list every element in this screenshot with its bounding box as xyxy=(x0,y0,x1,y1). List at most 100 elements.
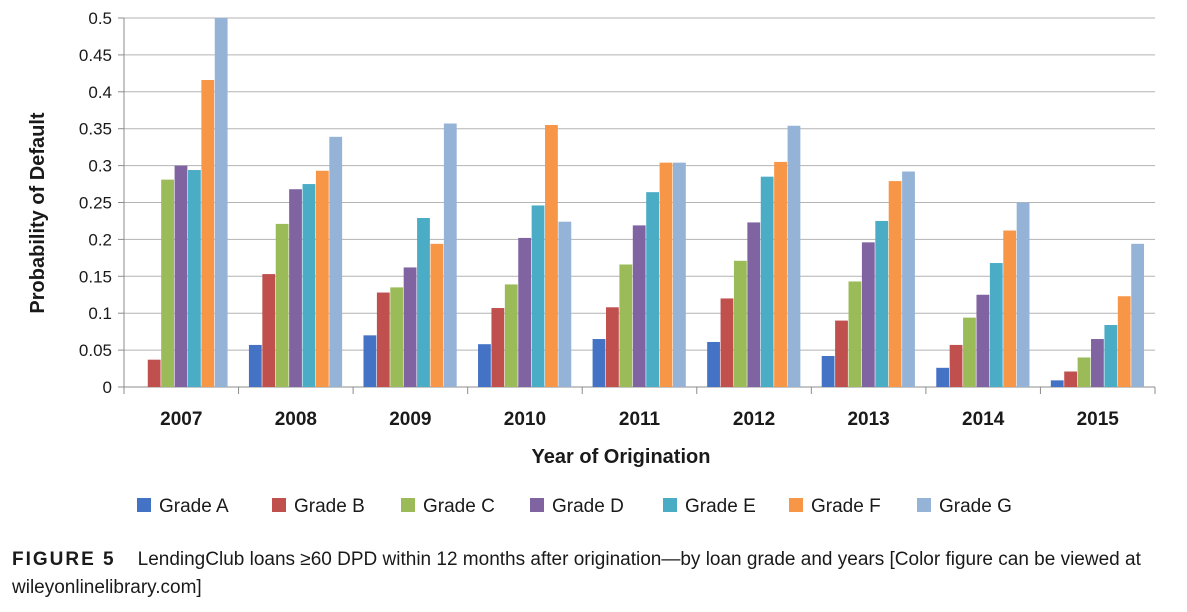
bar-grade-e-2015 xyxy=(1104,325,1118,387)
bar-grade-c-2015 xyxy=(1077,357,1091,387)
figure-caption: FIGURE 5 LendingClub loans ≥60 DPD within… xyxy=(12,546,1177,602)
y-tick-label: 0.25 xyxy=(79,194,112,213)
bar-grade-c-2009 xyxy=(390,287,404,387)
bar-grade-g-2007 xyxy=(214,18,228,387)
x-tick-label: 2013 xyxy=(847,409,889,430)
bar-grade-c-2012 xyxy=(733,260,747,387)
bar-grade-b-2012 xyxy=(720,298,734,387)
bar-grade-b-2009 xyxy=(376,292,390,387)
bar-grade-d-2014 xyxy=(976,294,990,387)
y-tick-label: 0.2 xyxy=(88,230,112,249)
bar-grade-f-2013 xyxy=(888,181,902,387)
x-axis-title: Year of Origination xyxy=(532,446,711,468)
bar-grade-c-2007 xyxy=(161,179,174,387)
bar-grade-a-2008 xyxy=(248,344,262,387)
y-tick-label: 0.1 xyxy=(88,304,112,323)
bar-grade-c-2008 xyxy=(275,223,289,387)
bar-grade-a-2010 xyxy=(478,344,491,387)
bar-grade-g-2015 xyxy=(1131,243,1145,387)
bar-grade-g-2013 xyxy=(902,171,915,387)
y-tick-label: 0.3 xyxy=(88,157,112,176)
bar-grade-b-2015 xyxy=(1064,371,1078,387)
x-tick-label: 2009 xyxy=(389,409,431,430)
bar-grade-d-2007 xyxy=(174,165,188,387)
bars xyxy=(147,18,1145,388)
bar-grade-b-2014 xyxy=(949,344,963,387)
bar-grade-g-2011 xyxy=(673,162,686,387)
bar-grade-d-2015 xyxy=(1091,339,1104,387)
bar-grade-b-2010 xyxy=(491,308,505,387)
bar-grade-c-2013 xyxy=(848,281,862,387)
legend-label: Grade F xyxy=(811,496,881,517)
figure-label: FIGURE 5 xyxy=(12,549,116,570)
x-tick-label: 2010 xyxy=(504,409,546,430)
bar-grade-g-2009 xyxy=(443,123,457,387)
bar-grade-g-2010 xyxy=(558,221,572,387)
bar-grade-b-2013 xyxy=(835,320,848,387)
legend-item-grade-c: Grade C xyxy=(401,496,495,517)
legend-label: Grade G xyxy=(939,496,1012,517)
bar-grade-f-2012 xyxy=(774,161,787,387)
bar-grade-g-2008 xyxy=(329,136,343,387)
bar-grade-d-2009 xyxy=(403,267,417,387)
caption-text: LendingClub loans ≥60 DPD within 12 mont… xyxy=(12,549,1141,598)
bar-grade-e-2011 xyxy=(646,192,659,387)
legend-item-grade-a: Grade A xyxy=(137,496,229,517)
y-tick-label: 0.4 xyxy=(88,83,112,102)
legend-swatch xyxy=(272,498,286,512)
bar-grade-f-2015 xyxy=(1117,296,1131,387)
x-tick-label: 2011 xyxy=(619,409,661,430)
y-tick-label: 0.05 xyxy=(79,341,112,360)
legend-swatch xyxy=(663,498,677,512)
bar-grade-e-2013 xyxy=(875,220,889,387)
bar-grade-d-2012 xyxy=(747,222,761,387)
legend-item-grade-g: Grade G xyxy=(917,496,1012,517)
legend-swatch xyxy=(401,498,415,512)
x-tick-label: 2014 xyxy=(962,409,1005,430)
bar-grade-f-2010 xyxy=(545,125,558,387)
legend-item-grade-f: Grade F xyxy=(789,496,881,517)
bar-grade-a-2013 xyxy=(821,356,835,387)
bar-grade-b-2007 xyxy=(147,359,161,387)
bar-grade-d-2008 xyxy=(289,189,302,387)
x-axis: 2007 2008 2009 2010 2011 2012 2013 2014 2015 xyxy=(123,387,1156,430)
y-tick-label: 0.35 xyxy=(79,120,112,139)
bar-chart: 0 0.05 0.1 0.15 0.2 0.25 0.3 0.35 0.4 0.45 0.5 200… xyxy=(27,9,1156,517)
bar-grade-e-2009 xyxy=(417,218,430,387)
bar-grade-d-2010 xyxy=(518,237,532,387)
x-tick-label: 2015 xyxy=(1077,409,1120,430)
bar-grade-a-2009 xyxy=(363,335,377,387)
bar-grade-g-2014 xyxy=(1016,202,1030,387)
bar-grade-b-2008 xyxy=(262,274,276,387)
legend-swatch xyxy=(789,498,803,512)
legend-swatch xyxy=(530,498,544,512)
bar-grade-a-2015 xyxy=(1050,380,1064,387)
bar-grade-c-2010 xyxy=(504,284,518,387)
legend-label: Grade D xyxy=(552,496,624,517)
bar-grade-e-2007 xyxy=(187,170,201,387)
x-tick-label: 2007 xyxy=(160,409,202,430)
y-tick-label: 0.45 xyxy=(79,46,112,65)
bar-grade-f-2009 xyxy=(430,243,444,387)
legend-swatch xyxy=(917,498,931,512)
x-tick-label: 2008 xyxy=(275,409,317,430)
bar-grade-f-2008 xyxy=(315,170,329,387)
legend-swatch xyxy=(137,498,151,512)
y-tick-label: 0.5 xyxy=(88,9,112,28)
bar-grade-c-2014 xyxy=(963,317,976,387)
bar-grade-f-2011 xyxy=(659,162,673,387)
bar-grade-e-2014 xyxy=(989,263,1003,387)
y-tick-label: 0 xyxy=(103,378,112,397)
bar-grade-e-2012 xyxy=(760,176,774,387)
legend-item-grade-d: Grade D xyxy=(530,496,624,517)
bar-grade-a-2012 xyxy=(707,341,720,387)
x-tick-label: 2012 xyxy=(733,409,775,430)
legend: Grade A Grade B Grade C Grade D Grade E Grade… xyxy=(137,496,1012,517)
legend-label: Grade C xyxy=(423,496,495,517)
bar-grade-f-2007 xyxy=(201,79,215,388)
bar-grade-b-2011 xyxy=(606,307,619,387)
bar-grade-e-2010 xyxy=(531,205,545,387)
bar-grade-c-2011 xyxy=(619,264,633,387)
bar-grade-d-2011 xyxy=(632,225,646,387)
legend-label: Grade A xyxy=(159,496,229,517)
